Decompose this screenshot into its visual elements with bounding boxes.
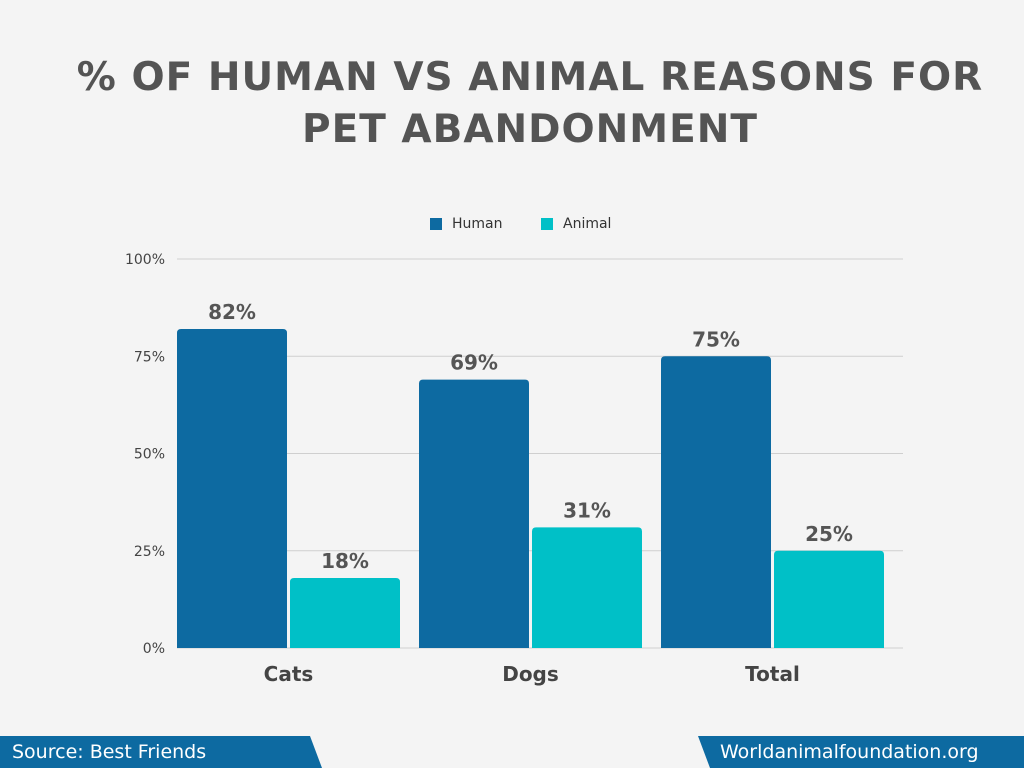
- y-tick-label: 50%: [134, 447, 165, 463]
- y-tick-label: 100%: [125, 252, 165, 268]
- source-banner: Source: Best Friends: [0, 736, 322, 768]
- data-label-animal-cats: 18%: [321, 549, 369, 573]
- website-text[interactable]: Worldanimalfoundation.org: [720, 741, 979, 763]
- y-tick-label: 75%: [134, 349, 165, 365]
- x-category-label: Cats: [264, 662, 314, 686]
- data-label-human-total: 75%: [692, 327, 740, 351]
- y-tick-label: 0%: [143, 641, 165, 657]
- website-banner-shape: [698, 736, 1024, 768]
- data-label-animal-total: 25%: [805, 522, 853, 546]
- legend-item-human: Human: [430, 216, 503, 232]
- chart-title: % OF HUMAN VS ANIMAL REASONS FOR PET ABA…: [0, 52, 1024, 156]
- legend-swatch-human: [430, 218, 442, 230]
- legend-swatch-animal: [541, 218, 553, 230]
- bar-human-dogs: [419, 379, 529, 648]
- legend-item-animal: Animal: [541, 216, 611, 232]
- bar-human-total: [661, 356, 771, 648]
- chart-title-line-2: PET ABANDONMENT: [302, 107, 758, 152]
- chart-title-line-1: % OF HUMAN VS ANIMAL REASONS FOR: [76, 55, 984, 100]
- source-text: Source: Best Friends: [12, 741, 207, 763]
- data-label-human-cats: 82%: [208, 300, 256, 324]
- data-label-human-dogs: 69%: [450, 351, 498, 375]
- bar-animal-cats: [290, 577, 400, 648]
- legend-label-human: Human: [452, 216, 503, 232]
- bar-animal-total: [774, 550, 884, 648]
- legend-label-animal: Animal: [563, 216, 612, 232]
- data-label-animal-dogs: 31%: [563, 498, 611, 522]
- x-category-label: Dogs: [502, 662, 559, 686]
- x-category-label: Total: [745, 662, 800, 686]
- source-banner-shape: [0, 736, 322, 768]
- website-banner: Worldanimalfoundation.org: [698, 736, 1024, 768]
- y-tick-label: 25%: [134, 544, 165, 560]
- bar-animal-dogs: [532, 527, 642, 648]
- chart-legend: Human Animal: [0, 216, 1024, 238]
- bar-human-cats: [177, 329, 287, 648]
